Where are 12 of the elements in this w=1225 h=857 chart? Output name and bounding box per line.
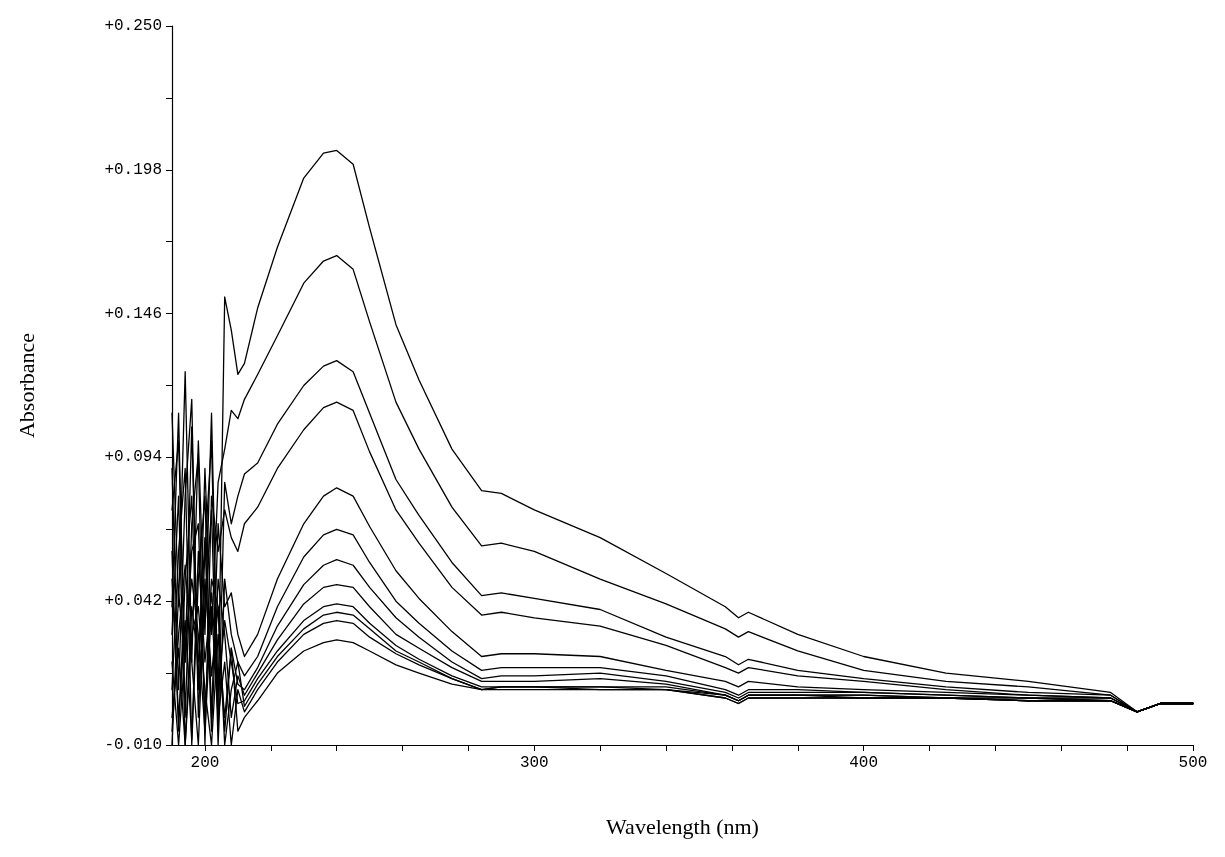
x-tick-label: 300 [519,754,549,772]
x-tick-label: 500 [1178,754,1208,772]
x-tick-label: 200 [190,754,220,772]
x-tick-label: 400 [849,754,879,772]
y-axis-title: Absorbance [13,332,39,439]
y-tick-label: +0.042 [104,592,162,611]
y-tick-label: +0.146 [104,304,162,323]
x-axis-title: Wavelength (nm) [606,813,759,839]
y-tick-label: +0.250 [104,17,162,35]
y-tick-label: -0.010 [104,736,162,754]
y-tick-label: +0.198 [104,160,162,179]
y-tick-label: +0.094 [104,448,162,467]
